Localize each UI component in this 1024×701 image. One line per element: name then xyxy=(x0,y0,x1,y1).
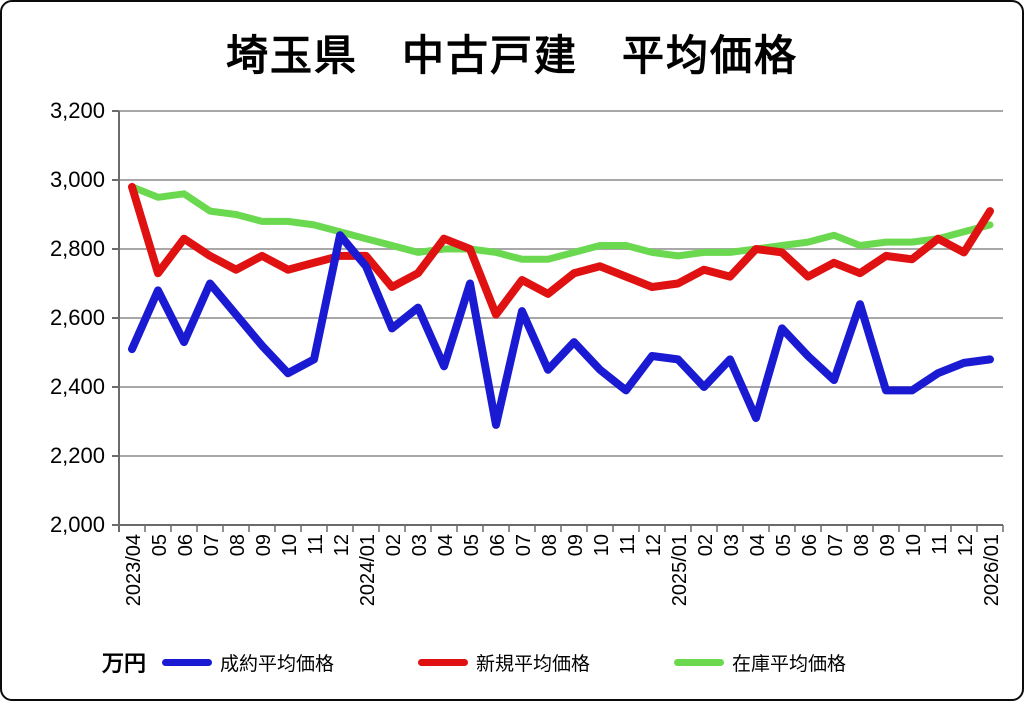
x-axis-label: 09 xyxy=(565,534,587,556)
x-axis-label: 12 xyxy=(331,534,353,556)
x-axis-label: 10 xyxy=(591,534,613,556)
x-axis-label: 10 xyxy=(279,534,301,556)
x-axis-label: 07 xyxy=(201,534,223,556)
x-axis-label: 02 xyxy=(695,534,717,556)
x-axis-label: 04 xyxy=(435,534,457,556)
x-axis-label: 05 xyxy=(773,534,795,556)
x-axis-label: 2024/01 xyxy=(357,534,379,606)
series-line-inventory-green xyxy=(128,183,994,263)
y-axis-label: 2,400 xyxy=(50,374,105,399)
legend-line-sample-green xyxy=(674,658,725,666)
legend-item-inventory-price: 在庫平均価格 xyxy=(674,649,846,676)
y-axis-label: 2,200 xyxy=(50,443,105,468)
legend-label-inventory-price: 在庫平均価格 xyxy=(732,653,847,675)
x-axis-label: 11 xyxy=(929,534,951,555)
x-axis-label: 03 xyxy=(409,534,431,556)
x-axis-label: 06 xyxy=(487,534,509,556)
legend-line-sample-red xyxy=(418,658,469,666)
y-axis-label: 2,600 xyxy=(50,305,105,330)
x-axis-label: 08 xyxy=(227,534,249,556)
y-axis-label: 2,800 xyxy=(50,236,105,261)
legend-label-new-listing-price: 新規平均価格 xyxy=(476,653,591,675)
x-axis-label: 2023/04 xyxy=(123,534,145,606)
y-axis-label: 3,000 xyxy=(50,167,105,192)
x-axis-label: 2025/01 xyxy=(669,534,691,606)
x-axis-label: 05 xyxy=(461,534,483,556)
x-axis-label: 11 xyxy=(617,534,639,555)
legend-item-contract-price: 成約平均価格 xyxy=(162,649,334,676)
x-axis-label: 06 xyxy=(799,534,821,556)
x-axis-label: 03 xyxy=(721,534,743,556)
x-axis-label: 02 xyxy=(383,534,405,556)
chart-title: 埼玉県 中古戸建 平均価格 xyxy=(225,32,798,79)
x-axis-label: 09 xyxy=(253,534,275,556)
x-axis-label: 12 xyxy=(643,534,665,556)
x-axis-label: 11 xyxy=(305,534,327,555)
legend-line-sample-blue xyxy=(162,658,213,666)
series-line-new-listing-red xyxy=(128,182,994,319)
x-axis-label: 08 xyxy=(539,534,561,556)
x-axis-label: 04 xyxy=(747,534,769,556)
legend-item-new-listing-price: 新規平均価格 xyxy=(418,649,590,676)
x-axis-label: 06 xyxy=(175,534,197,556)
chart-legend: 万円 成約平均価格 新規平均価格 在庫平均価格 xyxy=(102,646,930,678)
x-axis-label: 08 xyxy=(851,534,873,556)
x-axis-label: 07 xyxy=(825,534,847,556)
x-axis-label: 10 xyxy=(903,534,925,556)
x-axis-label: 07 xyxy=(513,534,535,556)
legend-label-contract-price: 成約平均価格 xyxy=(220,653,335,675)
y-axis-label: 2,000 xyxy=(50,512,105,537)
x-axis-label: 2026/01 xyxy=(981,534,1003,606)
axis-unit-label: 万円 xyxy=(102,651,147,676)
x-axis-label: 12 xyxy=(955,534,977,556)
y-axis-label: 3,200 xyxy=(50,98,105,123)
x-axis-label: 05 xyxy=(149,534,171,556)
series-line-contract-blue xyxy=(128,231,994,429)
x-axis-label: 09 xyxy=(877,534,899,556)
